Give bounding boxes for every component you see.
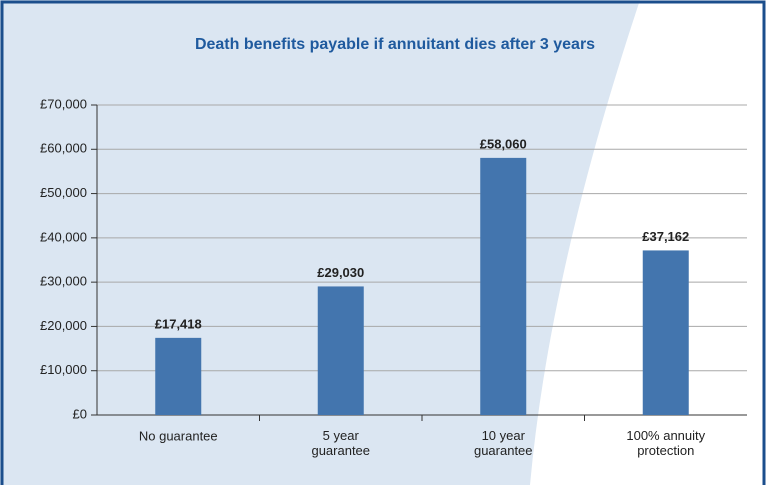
bar xyxy=(155,337,202,415)
y-tick-label: £10,000 xyxy=(40,362,87,377)
bar xyxy=(480,157,527,415)
x-tick-label: 10 year guarantee xyxy=(474,428,533,458)
y-tick-label: £50,000 xyxy=(40,185,87,200)
y-tick-label: £60,000 xyxy=(40,141,87,156)
data-label: £29,030 xyxy=(317,265,364,280)
label-line: 100% annuity xyxy=(626,428,705,443)
label-line: 5 year xyxy=(323,428,360,443)
label-line: guarantee xyxy=(311,443,370,458)
bar xyxy=(317,286,364,415)
label-line: 10 year xyxy=(482,428,526,443)
y-tick-label: £0 xyxy=(73,406,87,421)
x-tick-label: 5 year guarantee xyxy=(311,428,370,458)
label-line: guarantee xyxy=(474,443,533,458)
chart-title: Death benefits payable if annuitant dies… xyxy=(195,36,595,53)
x-tick-label: No guarantee xyxy=(139,428,218,443)
data-label: £58,060 xyxy=(480,136,527,151)
label-line: protection xyxy=(637,443,694,458)
background-curve xyxy=(530,0,766,485)
y-tick-label: £20,000 xyxy=(40,318,87,333)
data-label: £37,162 xyxy=(642,229,689,244)
data-label: £17,418 xyxy=(155,316,202,331)
bar xyxy=(642,250,689,415)
y-tick-label: £40,000 xyxy=(40,229,87,244)
y-tick-label: £30,000 xyxy=(40,274,87,289)
y-tick-label: £70,000 xyxy=(40,96,87,111)
x-tick-label: 100% annuity protection xyxy=(626,428,705,458)
